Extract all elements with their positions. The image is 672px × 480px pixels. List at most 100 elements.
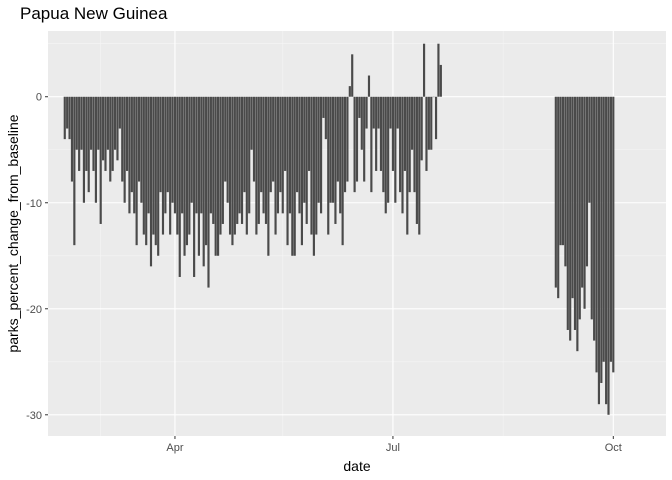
bar bbox=[82, 96, 86, 203]
bar bbox=[161, 96, 165, 235]
bar bbox=[181, 96, 184, 214]
bar bbox=[319, 96, 323, 214]
bar bbox=[379, 96, 383, 171]
bar bbox=[113, 96, 117, 150]
bar bbox=[116, 96, 119, 161]
bar bbox=[389, 96, 392, 129]
bar bbox=[106, 96, 109, 150]
bar bbox=[236, 96, 239, 224]
bar bbox=[63, 96, 66, 140]
bar bbox=[331, 96, 335, 203]
bar bbox=[173, 96, 177, 214]
bar bbox=[102, 96, 105, 161]
bar bbox=[92, 96, 95, 171]
bar bbox=[123, 96, 126, 203]
bar bbox=[197, 96, 200, 256]
bar bbox=[87, 96, 90, 193]
bar bbox=[439, 64, 442, 97]
bar bbox=[576, 96, 579, 352]
bar bbox=[166, 96, 169, 193]
bar bbox=[327, 96, 330, 235]
bar bbox=[396, 96, 399, 129]
bar bbox=[219, 96, 222, 235]
x-tick-label: Apr bbox=[166, 442, 183, 454]
bar bbox=[183, 96, 186, 256]
bar bbox=[334, 96, 337, 224]
bar bbox=[243, 96, 246, 193]
bar bbox=[408, 96, 411, 193]
bars bbox=[63, 43, 615, 415]
y-tick-label: -10 bbox=[26, 198, 42, 210]
bar bbox=[387, 96, 390, 203]
bar bbox=[238, 96, 241, 214]
bar bbox=[336, 96, 339, 182]
bar bbox=[224, 96, 227, 182]
axes: 0 -10 -20 -30 Apr Jul Oct bbox=[26, 92, 622, 454]
bar bbox=[310, 96, 313, 235]
bar bbox=[171, 96, 174, 203]
bar bbox=[339, 96, 342, 214]
bar bbox=[233, 96, 236, 235]
bar bbox=[245, 96, 248, 235]
bar bbox=[68, 96, 71, 140]
bar bbox=[425, 96, 428, 171]
bar bbox=[609, 96, 612, 362]
bar bbox=[255, 96, 258, 235]
bar bbox=[130, 96, 133, 193]
bar bbox=[99, 96, 102, 224]
bar bbox=[434, 96, 438, 140]
x-tick-label: Oct bbox=[605, 442, 622, 454]
bar bbox=[178, 96, 181, 277]
bar bbox=[80, 96, 83, 150]
bar bbox=[600, 96, 603, 383]
y-tick-label: 0 bbox=[36, 92, 42, 104]
bar bbox=[348, 86, 351, 97]
bar bbox=[581, 96, 584, 288]
bar bbox=[221, 96, 224, 224]
bar bbox=[250, 96, 253, 150]
bar bbox=[571, 96, 574, 299]
bar bbox=[78, 96, 81, 171]
bar bbox=[104, 96, 107, 171]
bar bbox=[125, 96, 129, 171]
bar bbox=[212, 96, 215, 224]
bar bbox=[317, 96, 320, 203]
bar bbox=[70, 96, 74, 182]
bar bbox=[149, 96, 153, 267]
bar bbox=[200, 96, 203, 214]
bar bbox=[157, 96, 160, 256]
bar bbox=[262, 96, 265, 214]
bar bbox=[343, 96, 347, 193]
bar bbox=[312, 96, 315, 256]
bar bbox=[121, 96, 124, 182]
bar bbox=[588, 96, 591, 203]
bar bbox=[353, 96, 356, 193]
bar bbox=[109, 96, 112, 182]
bar bbox=[561, 96, 565, 246]
bar bbox=[231, 96, 234, 246]
y-axis-title: parks_percent_change_from_baseline bbox=[5, 114, 21, 352]
bar bbox=[190, 96, 193, 203]
bar bbox=[391, 96, 395, 171]
bar bbox=[406, 96, 409, 235]
bar bbox=[111, 96, 114, 171]
bar bbox=[209, 96, 212, 214]
bar bbox=[430, 96, 433, 150]
bar bbox=[363, 96, 366, 182]
bar bbox=[75, 96, 78, 150]
bar bbox=[288, 96, 292, 214]
bar bbox=[597, 96, 601, 405]
y-tick-label: -30 bbox=[26, 410, 42, 422]
bar bbox=[252, 96, 256, 182]
bar bbox=[403, 96, 406, 171]
bar bbox=[394, 96, 397, 203]
bar bbox=[291, 96, 294, 256]
bar bbox=[360, 96, 363, 150]
bar bbox=[585, 96, 589, 267]
bar bbox=[593, 96, 596, 341]
bar bbox=[559, 96, 562, 246]
bar bbox=[420, 96, 423, 161]
bar bbox=[418, 96, 421, 235]
bar bbox=[267, 96, 270, 256]
bar bbox=[399, 96, 402, 193]
